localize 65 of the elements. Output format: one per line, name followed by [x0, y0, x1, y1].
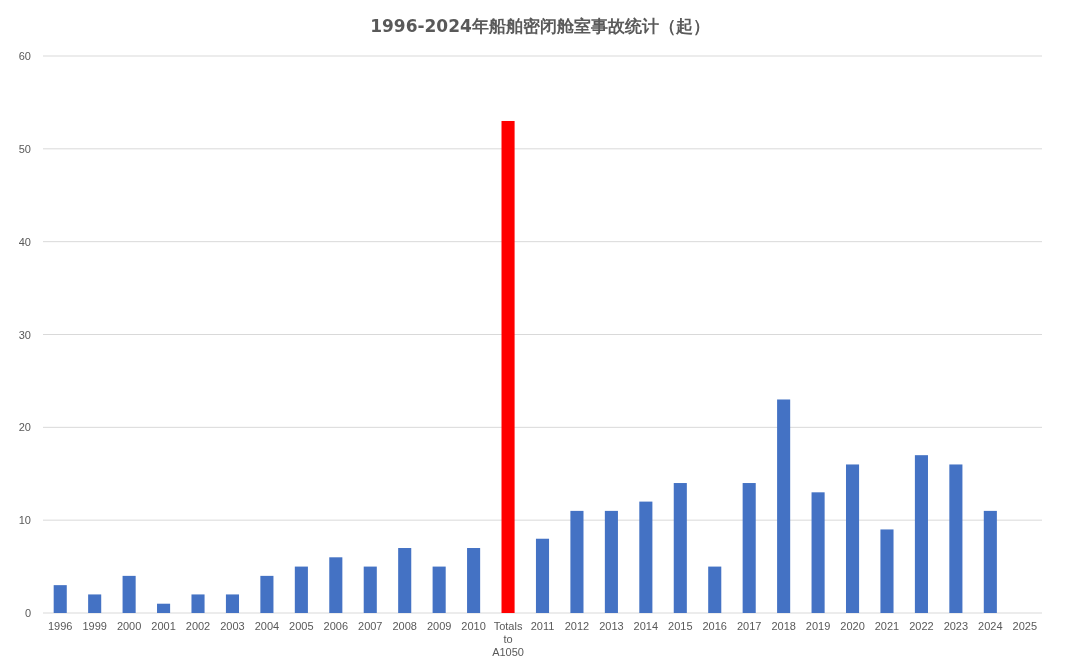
x-tick-label: 1996: [47, 620, 73, 632]
bar: [225, 594, 240, 613]
y-tick-label: 50: [18, 142, 31, 155]
x-tick-label: 2006: [323, 620, 349, 632]
x-tick-label: 2025: [1012, 620, 1038, 632]
bar: [880, 529, 894, 613]
x-tick-label: 2011: [530, 620, 555, 632]
y-tick-label: 20: [18, 421, 31, 434]
bar: [673, 483, 687, 613]
x-tick-label: 2013: [599, 620, 624, 632]
bar: [329, 557, 343, 613]
x-tick-label: 2021: [874, 620, 900, 632]
y-tick-label: 10: [18, 514, 31, 527]
bar: [260, 575, 274, 613]
x-tick-label: 2018: [771, 620, 796, 632]
y-tick-label: 40: [18, 235, 31, 248]
y-tick-label: 60: [18, 50, 31, 62]
bar: [535, 538, 550, 613]
x-tick-label: 2005: [289, 620, 314, 632]
x-tick-label: 2010: [461, 620, 486, 632]
x-tick-label: 2009: [426, 620, 452, 632]
x-tick-label: 2023: [943, 620, 969, 632]
x-tick-label: 2002: [185, 620, 211, 632]
x-tick-label: Totals to A1050: [492, 620, 524, 658]
bar: [811, 492, 825, 613]
x-tick-label: 2017: [736, 620, 762, 632]
bar: [432, 566, 446, 613]
bar: [157, 603, 171, 613]
x-tick-label: 2003: [220, 620, 245, 632]
bar: [467, 548, 481, 613]
bar: [639, 501, 653, 613]
bar: [708, 566, 722, 613]
bar: [53, 585, 67, 613]
x-tick-label: 2000: [116, 620, 142, 632]
x-tick-label: 2019: [805, 620, 831, 632]
bar: [122, 575, 136, 613]
x-tick-label: 2004: [254, 620, 280, 632]
x-tick-label: 2015: [668, 620, 693, 632]
bar: [294, 566, 308, 613]
bar: [88, 594, 102, 613]
bar: [604, 510, 618, 613]
bar: [501, 120, 515, 613]
x-tick-label: 2024: [978, 620, 1003, 632]
bar: [398, 548, 412, 613]
x-tick-label: 2012: [564, 620, 590, 632]
bar: [191, 594, 205, 613]
bar: [363, 566, 377, 613]
x-tick-label: 2022: [909, 620, 934, 632]
bar: [570, 510, 584, 613]
x-tick-label: 2014: [633, 620, 659, 632]
bar: [983, 510, 997, 613]
x-tick-label: 2016: [702, 620, 727, 632]
y-tick-label: 30: [18, 328, 31, 341]
bar: [914, 455, 928, 613]
bar: [742, 483, 756, 613]
bar: [949, 464, 963, 613]
x-tick-label: 2020: [840, 620, 865, 632]
bar: [777, 399, 791, 613]
x-tick-label: 2001: [151, 620, 176, 632]
bar: [845, 464, 860, 613]
x-tick-label: 2007: [358, 620, 383, 632]
x-tick-label: 1999: [82, 620, 107, 632]
y-tick-label: 0: [24, 607, 31, 619]
x-tick-label: 2008: [392, 620, 417, 632]
chart-title: 1996-2024年船舶密闭舱室事故统计（起）: [370, 16, 710, 36]
